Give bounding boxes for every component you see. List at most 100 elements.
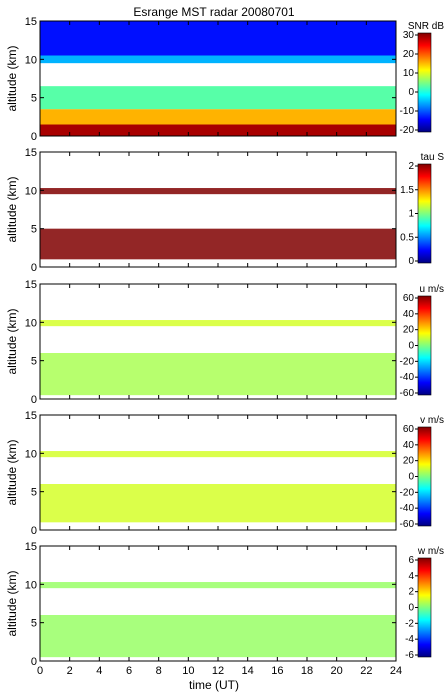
colorbar-tick-label: 10 — [403, 68, 415, 79]
y-tick-label: 5 — [31, 224, 37, 236]
colorbar-tick-label: 20 — [403, 456, 415, 467]
colorbar-label: v m/s — [420, 415, 444, 426]
y-axis-label: altitude (km) — [5, 176, 19, 242]
colorbar-tick-label: -60 — [400, 519, 415, 530]
y-axis-label: altitude (km) — [5, 439, 19, 505]
data-layer — [40, 86, 396, 110]
colorbar-tick-label: -10 — [400, 106, 415, 117]
y-tick-label: 0 — [31, 262, 37, 274]
y-tick-label: 0 — [31, 525, 37, 537]
y-axis-label: altitude (km) — [5, 308, 19, 374]
data-layer — [40, 124, 396, 136]
data-layer — [40, 484, 396, 523]
y-tick-label: 5 — [31, 356, 37, 368]
colorbar-tick-label: 1 — [408, 209, 414, 220]
x-tick-label: 6 — [126, 665, 132, 677]
y-tick-label: 10 — [25, 54, 37, 66]
colorbar-tick-label: 20 — [403, 325, 415, 336]
colorbar-tick-label: -20 — [400, 356, 415, 367]
x-tick-label: 2 — [67, 665, 73, 677]
colorbar-tick-label: 0 — [408, 472, 414, 483]
x-tick-label: 4 — [96, 665, 102, 677]
colorbar-tick-label: -60 — [400, 388, 415, 399]
colorbar-tick-label: 60 — [403, 293, 415, 304]
data-layer — [40, 55, 396, 64]
panel-2: 0 5 10 15 altitude (km) tau S 2 1.5 1 0.5 0 — [5, 147, 444, 274]
y-tick-label: 5 — [31, 487, 37, 499]
data-layer — [40, 109, 396, 125]
colorbar-tick-label: 20 — [403, 49, 415, 60]
x-axis-label: time (UT) — [189, 678, 239, 692]
y-axis-label: altitude (km) — [5, 570, 19, 636]
colorbar-tick-label: 60 — [403, 424, 415, 435]
x-tick-label: 14 — [242, 665, 254, 677]
y-tick-label: 10 — [25, 448, 37, 460]
colorbar — [417, 426, 432, 527]
colorbar — [417, 557, 432, 658]
y-tick-label: 0 — [31, 656, 37, 668]
y-tick-label: 10 — [25, 185, 37, 197]
colorbar-tick-label: 0 — [408, 603, 414, 614]
y-tick-label: 15 — [25, 147, 37, 159]
x-tick-label: 18 — [301, 665, 313, 677]
y-tick-label: 5 — [31, 618, 37, 630]
data-layer — [40, 320, 396, 327]
data-layer — [40, 582, 396, 589]
y-tick-label: 10 — [25, 317, 37, 329]
y-tick-label: 5 — [31, 93, 37, 105]
colorbar-tick-label: 2 — [408, 161, 414, 172]
x-tick-label: 20 — [331, 665, 343, 677]
data-layer — [40, 615, 396, 658]
colorbar — [417, 32, 432, 133]
y-tick-label: 15 — [25, 541, 37, 553]
colorbar-tick-label: -4 — [405, 634, 414, 645]
colorbar-label: tau S — [421, 152, 445, 163]
colorbar-tick-label: -40 — [400, 503, 415, 514]
y-tick-label: 15 — [25, 410, 37, 422]
colorbar-tick-label: 1.5 — [400, 185, 414, 196]
panel-4: 0 5 10 15 altitude (km) v m/s 60 40 20 0 -20 -40 -60 — [5, 410, 444, 537]
x-tick-label: 16 — [271, 665, 283, 677]
colorbar-tick-label: -6 — [405, 650, 414, 661]
colorbar-label: w m/s — [417, 546, 444, 557]
colorbar-tick-label: 2 — [408, 587, 414, 598]
colorbar-tick-label: 0 — [408, 341, 414, 352]
x-tick-label: 8 — [156, 665, 162, 677]
colorbar-tick-label: 40 — [403, 440, 415, 451]
colorbar — [417, 295, 432, 396]
y-tick-label: 0 — [31, 394, 37, 406]
x-tick-label: 0 — [37, 665, 43, 677]
colorbar-tick-label: 4 — [408, 571, 414, 582]
colorbar-tick-label: -2 — [405, 618, 414, 629]
x-tick-label: 24 — [390, 665, 402, 677]
data-layer — [40, 451, 396, 458]
x-tick-label: 12 — [212, 665, 224, 677]
colorbar-label: SNR dB — [408, 21, 444, 32]
colorbar-tick-label: 0 — [408, 87, 414, 98]
colorbar-tick-label: 30 — [403, 30, 415, 41]
y-tick-label: 15 — [25, 279, 37, 291]
colorbar-tick-label: -40 — [400, 372, 415, 383]
colorbar-tick-label: 6 — [408, 555, 414, 566]
colorbar-label: u m/s — [420, 284, 444, 295]
y-tick-label: 0 — [31, 131, 37, 143]
colorbar-tick-label: 0 — [408, 256, 414, 267]
colorbar — [417, 163, 432, 264]
colorbar-tick-label: -20 — [400, 125, 415, 136]
figure-title: Esrange MST radar 20080701 — [133, 5, 295, 19]
x-tick-label: 22 — [360, 665, 372, 677]
colorbar-tick-label: -20 — [400, 487, 415, 498]
colorbar-tick-label: 0.5 — [400, 232, 414, 243]
y-tick-label: 15 — [25, 16, 37, 28]
data-layer — [40, 228, 396, 260]
colorbar-tick-label: 40 — [403, 309, 415, 320]
y-tick-label: 10 — [25, 579, 37, 591]
x-tick-label: 10 — [182, 665, 194, 677]
y-axis-label: altitude (km) — [5, 45, 19, 111]
panel-3: 0 5 10 15 altitude (km) u m/s 60 40 20 0 -20 -40 -60 — [5, 279, 444, 406]
data-layer — [40, 188, 396, 195]
